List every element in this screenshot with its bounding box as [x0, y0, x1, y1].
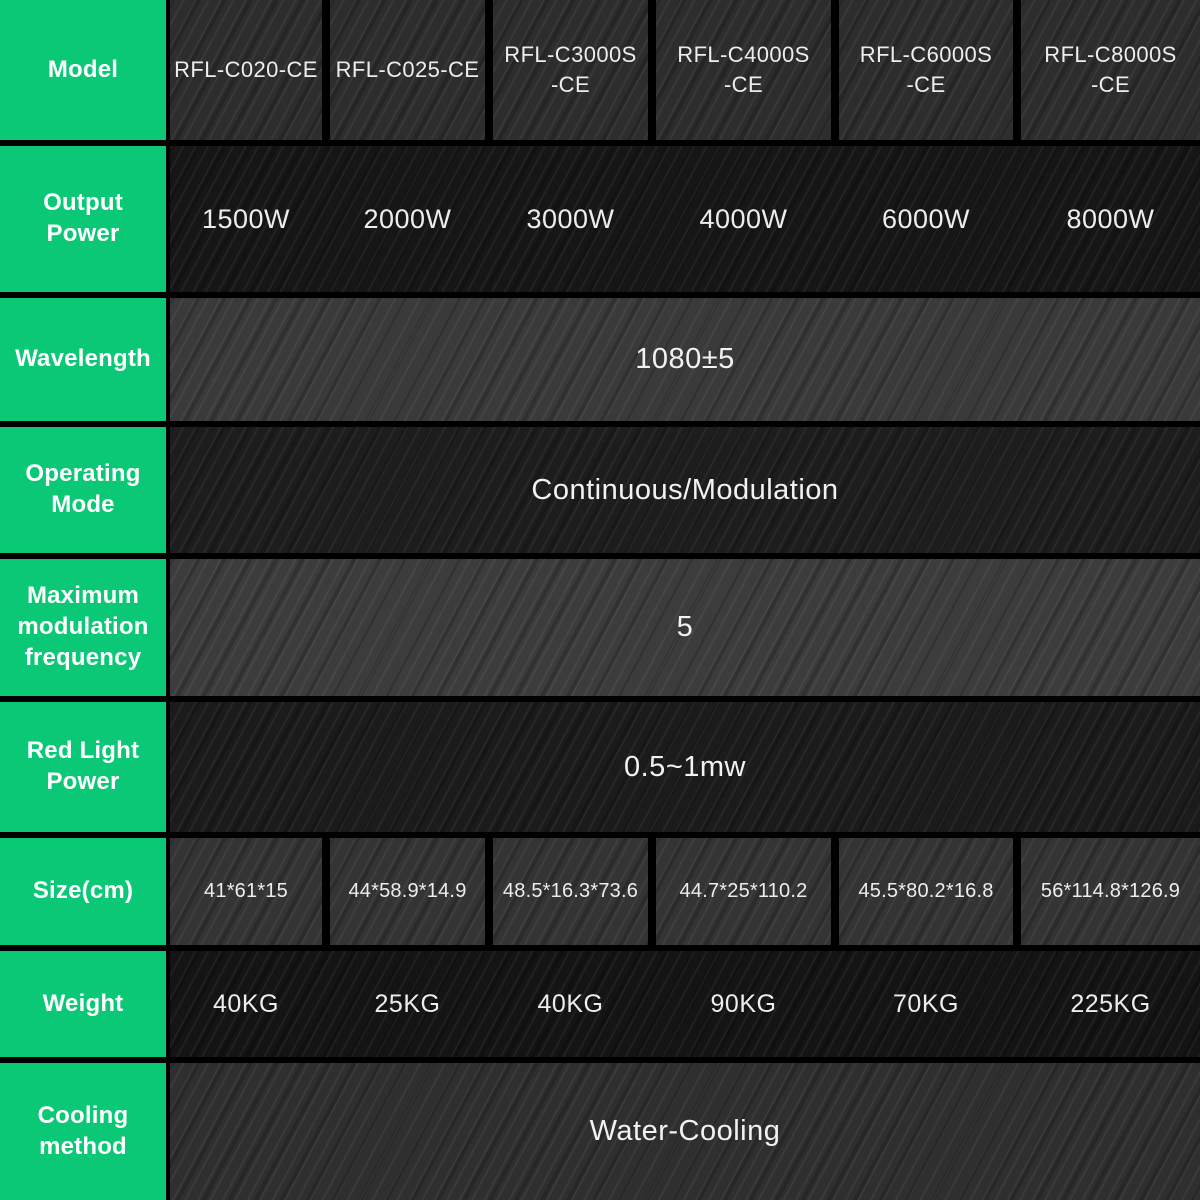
size-cell: 48.5*16.3*73.6	[493, 838, 648, 945]
weight-cell: 225KG	[1070, 989, 1151, 1018]
row-size: Size(cm) 41*61*15 44*58.9*14.9 48.5*16.3…	[0, 838, 1200, 945]
size-cell: 56*114.8*126.9	[1021, 838, 1200, 945]
row-label-model: Model	[0, 0, 166, 140]
output-power-cell: 6000W	[881, 203, 971, 234]
size-cells: 41*61*15 44*58.9*14.9 48.5*16.3*73.6 44.…	[170, 838, 1200, 945]
size-cell: 45.5*80.2*16.8	[839, 838, 1013, 945]
row-label-red-light-power: Red Light Power	[0, 702, 166, 832]
row-wavelength: Wavelength 1080±5	[0, 298, 1200, 421]
wavelength-value: 1080±5	[635, 343, 735, 375]
cooling-method-value: Water-Cooling	[589, 1115, 781, 1147]
row-red-light-power: Red Light Power 0.5~1mw	[0, 702, 1200, 832]
output-power-cell: 8000W	[1066, 203, 1155, 234]
weight-cell: 40KG	[537, 989, 604, 1018]
row-label-max-modulation-frequency: Maximum modulation frequency	[0, 559, 166, 696]
weight-cell: 90KG	[710, 989, 777, 1018]
max-modulation-frequency-strip: 5	[170, 559, 1200, 696]
max-modulation-frequency-value: 5	[676, 611, 694, 643]
row-weight: Weight 40KG 25KG 40KG 90KG 70KG 225KG	[0, 951, 1200, 1057]
model-cell: RFL-C8000S -CE	[1021, 0, 1200, 140]
row-label-output-power: Output Power	[0, 146, 166, 292]
row-label-wavelength: Wavelength	[0, 298, 166, 421]
size-cell: 44*58.9*14.9	[330, 838, 485, 945]
model-cell: RFL-C020-CE	[170, 0, 322, 140]
weight-cell: 40KG	[213, 989, 279, 1018]
size-cell: 44.7*25*110.2	[656, 838, 831, 945]
operating-mode-value: Continuous/Modulation	[531, 473, 839, 506]
model-cell: RFL-C4000S -CE	[656, 0, 831, 140]
weight-cell: 70KG	[893, 989, 959, 1018]
red-light-power-value: 0.5~1mw	[624, 750, 746, 783]
output-power-cell: 2000W	[363, 203, 452, 234]
weight-strip: 40KG 25KG 40KG 90KG 70KG 225KG	[170, 951, 1200, 1057]
model-cells: RFL-C020-CE RFL-C025-CE RFL-C3000S -CE R…	[170, 0, 1200, 140]
row-cooling-method: Cooling method Water-Cooling	[0, 1063, 1200, 1200]
model-cell: RFL-C3000S -CE	[493, 0, 648, 140]
row-label-weight: Weight	[0, 951, 166, 1057]
output-power-cell: 1500W	[201, 203, 291, 234]
size-cell: 41*61*15	[170, 838, 322, 945]
wavelength-strip: 1080±5	[170, 298, 1200, 421]
operating-mode-strip: Continuous/Modulation	[170, 427, 1200, 553]
row-label-operating-mode: Operating Mode	[0, 427, 166, 553]
row-model: Model RFL-C020-CE RFL-C025-CE RFL-C3000S…	[0, 0, 1200, 140]
row-max-modulation-frequency: Maximum modulation frequency 5	[0, 559, 1200, 696]
model-cell: RFL-C025-CE	[330, 0, 485, 140]
output-power-cell: 4000W	[699, 203, 788, 234]
row-output-power: Output Power 1500W 2000W 3000W 4000W 600…	[0, 146, 1200, 292]
weight-cell: 25KG	[374, 989, 441, 1018]
row-label-size: Size(cm)	[0, 838, 166, 945]
red-light-power-strip: 0.5~1mw	[170, 702, 1200, 832]
row-label-cooling-method: Cooling method	[0, 1063, 166, 1200]
row-operating-mode: Operating Mode Continuous/Modulation	[0, 427, 1200, 553]
model-cell: RFL-C6000S -CE	[839, 0, 1013, 140]
output-power-cell: 3000W	[526, 203, 615, 234]
cooling-method-strip: Water-Cooling	[170, 1063, 1200, 1200]
output-power-strip: 1500W 2000W 3000W 4000W 6000W 8000W	[170, 146, 1200, 292]
